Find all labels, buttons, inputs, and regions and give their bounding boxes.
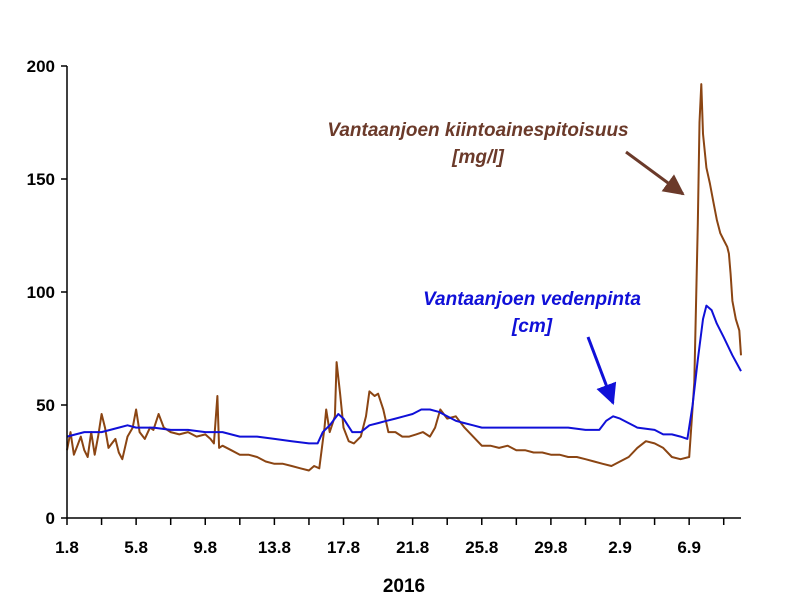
y-tick-label: 150 [27,170,55,189]
series-line-sediment [66,83,742,472]
sediment-annotation-arrow [625,150,685,196]
water-annotation-line2: [cm] [511,316,553,337]
y-tick-label: 0 [46,509,55,528]
x-axis-ticks: 1.8 5.8 9.8 13.8 17.8 21.8 25.8 29.8 2.9 6.9 [55,518,725,557]
sediment-annotation-line1: Vantaanjoen kiintoainespitoisuus [327,120,628,141]
x-tick-label: 25.8 [465,538,498,557]
x-tick-label: 9.8 [193,538,217,557]
x-tick-label: 21.8 [396,538,429,557]
series-line-water-level [66,304,742,445]
y-axis-ticks: 0 50 100 150 200 [27,57,67,528]
y-tick-label: 50 [36,396,55,415]
x-tick-label: 13.8 [258,538,291,557]
water-annotation-line1: Vantaanjoen vedenpinta [423,289,641,310]
y-tick-label: 200 [27,57,55,76]
sediment-annotation-line2: [mg/l] [451,147,504,168]
x-tick-label: 17.8 [327,538,360,557]
water-annotation-arrow [586,336,617,405]
y-tick-label: 100 [27,283,55,302]
x-tick-label: 1.8 [55,538,79,557]
x-axis-title: 2016 [383,576,425,597]
x-tick-label: 2.9 [608,538,632,557]
x-tick-label: 29.8 [534,538,567,557]
x-tick-label: 6.9 [677,538,701,557]
x-tick-label: 5.8 [124,538,148,557]
